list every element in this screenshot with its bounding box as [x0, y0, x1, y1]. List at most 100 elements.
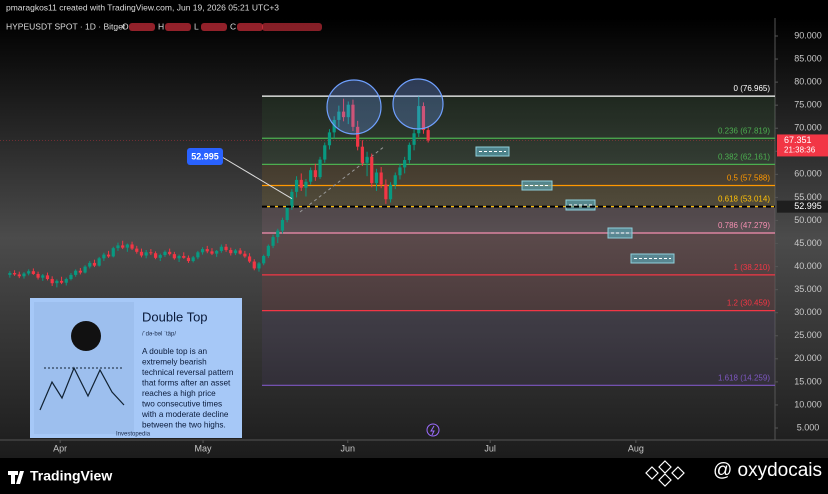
candle-body — [125, 244, 129, 248]
change-redacted — [262, 23, 322, 31]
candle-body — [313, 170, 317, 178]
candle-body — [22, 273, 26, 277]
candle-body — [356, 126, 360, 147]
y-tick-label: 30.000 — [794, 307, 822, 317]
candle-body — [360, 146, 364, 163]
candle-body — [97, 258, 101, 266]
ohlc-key: L — [194, 21, 199, 31]
candle-body — [327, 132, 332, 146]
candle-body — [238, 250, 242, 254]
inset-pronunciation: /ˈdə-bəl ˈtäp/ — [142, 332, 176, 338]
projection-dashes — [479, 151, 671, 259]
candle-body — [8, 273, 12, 275]
x-tick-label: Jul — [484, 443, 496, 453]
fib-band — [262, 310, 775, 386]
ohlc-key: C — [230, 21, 236, 31]
candle-body — [224, 246, 228, 250]
footer-brand: TradingView — [30, 468, 112, 484]
y-tick-label: 10.000 — [794, 399, 822, 409]
candle-body — [318, 159, 322, 178]
candle-body — [393, 175, 397, 185]
fib-label: 0 (76.965) — [734, 84, 771, 93]
y-tick-label: 20.000 — [794, 353, 822, 363]
symbol: HYPEUSDT SPOT · 1D · Bitget — [6, 21, 126, 31]
countdown: 21:38:36 — [784, 146, 816, 155]
y-tick-label: 45.000 — [794, 238, 822, 248]
candle-body — [121, 245, 125, 248]
inset-source: Investopedia — [116, 432, 151, 438]
peak-circle — [326, 79, 382, 135]
last-price-label: 67.351 — [784, 135, 812, 145]
x-tick-label: Aug — [628, 443, 644, 453]
callout-label: 52.995 — [191, 151, 219, 161]
candle-body — [351, 104, 355, 127]
fib-label: 0.236 (67.819) — [718, 126, 770, 135]
header: pmaragkos11 created with TradingView.com… — [6, 2, 279, 12]
candle-body — [27, 271, 31, 274]
y-tick-label: 75.000 — [794, 100, 822, 110]
candle-body — [243, 253, 247, 257]
fib-band — [262, 164, 775, 186]
candle-body — [111, 248, 115, 257]
candle-body — [92, 262, 97, 266]
fib-band — [262, 233, 775, 275]
event-icon — [426, 423, 440, 437]
inset-text: reaches a high price — [142, 389, 216, 398]
candle-body — [346, 104, 350, 118]
inset-text: extremely bearish — [142, 358, 207, 367]
candle-body — [64, 279, 68, 283]
candle-body — [168, 251, 172, 255]
candle-body — [266, 245, 270, 256]
candle-body — [130, 244, 134, 249]
candle-body — [186, 257, 191, 262]
candle-body — [370, 156, 374, 184]
fib-label: 0.618 (53.014) — [718, 195, 770, 204]
candle-body — [421, 106, 426, 131]
x-tick-label: Jun — [341, 443, 356, 453]
inset-text: technical reversal pattern — [142, 368, 234, 377]
ohlc-key: H — [158, 21, 164, 31]
y-tick-label: 25.000 — [794, 330, 822, 340]
fib-label: 1 (38.210) — [734, 263, 771, 272]
fib-label: 0.786 (47.279) — [718, 221, 770, 230]
last-price-box — [777, 134, 828, 157]
candle-body — [337, 111, 341, 120]
fib-label: 1.618 (14.259) — [718, 373, 770, 382]
candle-body — [417, 106, 421, 134]
candle-body — [426, 130, 430, 141]
candle-body — [257, 263, 261, 269]
candle-body — [50, 279, 54, 284]
candle-body — [379, 172, 383, 185]
candle-body — [285, 207, 289, 221]
projection-box — [630, 253, 675, 264]
projection-box — [475, 146, 510, 157]
ohlc-value-redacted — [129, 23, 155, 31]
axis-callout-box — [777, 200, 828, 213]
fib-band — [262, 185, 775, 207]
candle-body — [309, 170, 313, 182]
event-icon-bolt — [430, 425, 435, 436]
candle-body — [233, 250, 238, 254]
candle-body — [205, 249, 209, 252]
candle-body — [196, 252, 200, 258]
inset-title: Double Top — [142, 309, 208, 324]
handle-logo — [645, 460, 685, 487]
y-tick-label: 50.000 — [794, 215, 822, 225]
candle-body — [182, 255, 186, 258]
x-tick-label: Apr — [53, 443, 67, 453]
candle-body — [36, 273, 40, 278]
y-tick-label: 70.000 — [794, 123, 822, 133]
candle-body — [252, 261, 256, 269]
candle-body — [102, 254, 106, 259]
y-tick-label: 60.000 — [794, 169, 822, 179]
candle-body — [106, 254, 111, 257]
candle-body — [219, 246, 223, 251]
brand-logo — [8, 471, 24, 484]
candle-body — [290, 191, 294, 208]
ohlc-value-redacted — [165, 23, 191, 31]
candle-body — [135, 248, 139, 252]
candle-body — [83, 266, 87, 273]
footer-handle: @ oxydocais — [713, 460, 822, 481]
